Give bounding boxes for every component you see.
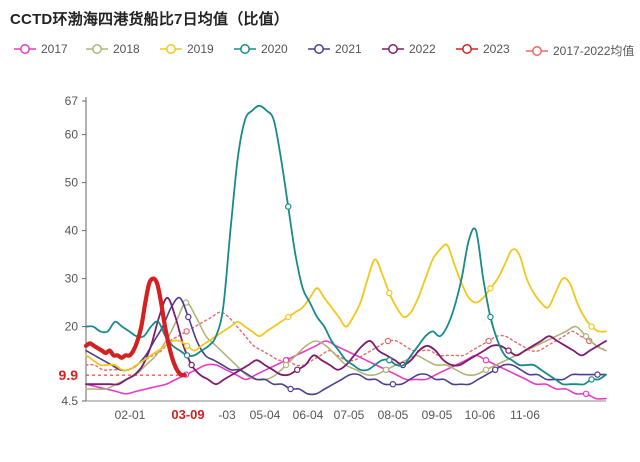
y-tick-label: 30 — [65, 272, 79, 286]
legend-line-circle-icon — [234, 44, 256, 54]
series-point-2017-2022均值 — [183, 328, 190, 335]
series-point-2018 — [282, 361, 290, 369]
legend-label: 2022 — [409, 42, 436, 56]
legend-label: 2023 — [483, 42, 510, 56]
series-point-2019 — [487, 285, 494, 292]
x-tick-label: 08-05 — [378, 408, 409, 422]
series-point-2020 — [487, 313, 494, 321]
y-tick-label: 67 — [65, 94, 79, 108]
series-point-2017 — [582, 390, 590, 397]
legend-label: 2021 — [335, 42, 362, 56]
legend-line-circle-icon — [86, 44, 108, 54]
legend-item-2023[interactable]: 2023 — [456, 42, 510, 56]
legend-item-2021[interactable]: 2021 — [308, 42, 362, 56]
series-point-2018 — [582, 333, 590, 340]
legend-label: 2018 — [113, 42, 140, 56]
y-tick-label: 4.5 — [61, 394, 78, 408]
series-point-2019 — [588, 323, 595, 330]
legend-item-2018[interactable]: 2018 — [86, 42, 140, 56]
y-tick-label: 40 — [65, 224, 79, 238]
series-point-2020 — [588, 376, 595, 383]
legend-label: 2019 — [187, 42, 214, 56]
series-point-2017 — [482, 357, 490, 364]
legend-item-2020[interactable]: 2020 — [234, 42, 288, 56]
chart-title: CCTD环渤海四港货船比7日均值（比值） — [10, 11, 290, 28]
series-point-2021 — [185, 313, 192, 321]
legend-line-circle-icon — [456, 44, 478, 54]
x-tick-label: 07-05 — [334, 408, 365, 422]
series-point-2022 — [294, 366, 301, 373]
legend-item-2022[interactable]: 2022 — [382, 42, 436, 56]
series-point-2021 — [491, 366, 499, 373]
y-tick-label: 50 — [65, 176, 79, 190]
legend-item-2019[interactable]: 2019 — [160, 42, 214, 56]
legend-label: 2020 — [261, 42, 288, 56]
legend-item-2017-2022均值[interactable]: 2017-2022均值 — [526, 42, 634, 59]
series-line-2017 — [85, 340, 607, 400]
x-tick-label: 06-04 — [293, 408, 324, 422]
legend-line-circle-icon — [160, 44, 182, 54]
series-point-2019 — [183, 342, 191, 349]
legend-line-circle-icon — [382, 44, 404, 54]
y-tick-label: 60 — [65, 128, 79, 142]
series-point-2018 — [382, 366, 390, 373]
series-point-2020 — [183, 352, 191, 359]
highlight-value-label: 9.9 — [59, 367, 79, 383]
x-tick-label: 02-01 — [115, 408, 146, 422]
series-line-2019 — [85, 243, 607, 372]
series-point-2018 — [482, 366, 490, 373]
series-point-2019 — [386, 289, 393, 297]
legend-line-circle-icon — [14, 44, 36, 54]
legend-label: 2017 — [41, 42, 68, 56]
series-point-2020 — [386, 357, 393, 364]
series-point-2019 — [285, 313, 292, 321]
series-line-2022 — [85, 296, 607, 386]
series-point-2022 — [505, 347, 512, 354]
series-point-2020 — [285, 203, 292, 210]
legend-line-circle-icon — [526, 45, 548, 56]
series-point-2017-2022均值 — [384, 337, 392, 345]
x-tick-label: -03 — [218, 408, 236, 422]
series-point-2021 — [287, 385, 294, 393]
series-point-2022 — [188, 361, 195, 369]
series-point-2021 — [389, 381, 397, 388]
legend-item-2017[interactable]: 2017 — [14, 42, 68, 56]
x-tick-label: 09-05 — [422, 408, 453, 422]
series-line-2023 — [83, 276, 187, 378]
legend-label: 2017-2022均值 — [553, 44, 635, 58]
series-point-2017-2022均值 — [485, 337, 492, 345]
x-tick-label: 05-04 — [250, 408, 281, 422]
series-point-2021 — [594, 371, 601, 378]
x-tick-label: 11-06 — [510, 408, 540, 422]
x-tick-label: 10-06 — [465, 408, 496, 422]
legend-line-circle-icon — [308, 44, 330, 54]
y-tick-label: 20 — [65, 320, 79, 334]
series-line-2020 — [85, 104, 607, 386]
x-tick-label-highlight: 03-09 — [171, 407, 204, 422]
